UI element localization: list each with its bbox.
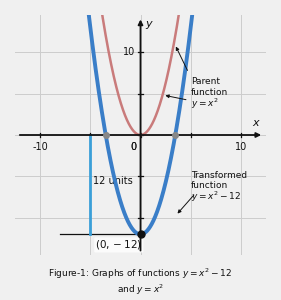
Text: $x$: $x$ xyxy=(252,118,261,128)
Text: $(0, -12)$: $(0, -12)$ xyxy=(95,238,142,251)
Text: Figure-1: Graphs of functions $y = x^2 - 12$
and $y = x^2$: Figure-1: Graphs of functions $y = x^2 -… xyxy=(48,266,233,297)
Text: Transformed
function: Transformed function xyxy=(191,171,247,190)
Text: 0: 0 xyxy=(130,142,137,152)
Text: $y$: $y$ xyxy=(144,19,153,31)
Text: 10: 10 xyxy=(123,47,135,57)
Text: 12 units: 12 units xyxy=(93,176,133,185)
Text: $y = x^2$: $y = x^2$ xyxy=(191,96,218,111)
Text: 0: 0 xyxy=(130,142,137,152)
Text: Parent
function: Parent function xyxy=(191,77,228,97)
Text: $y = x^2-12$: $y = x^2-12$ xyxy=(191,190,241,204)
Text: 10: 10 xyxy=(235,142,247,152)
Text: -10: -10 xyxy=(32,142,48,152)
